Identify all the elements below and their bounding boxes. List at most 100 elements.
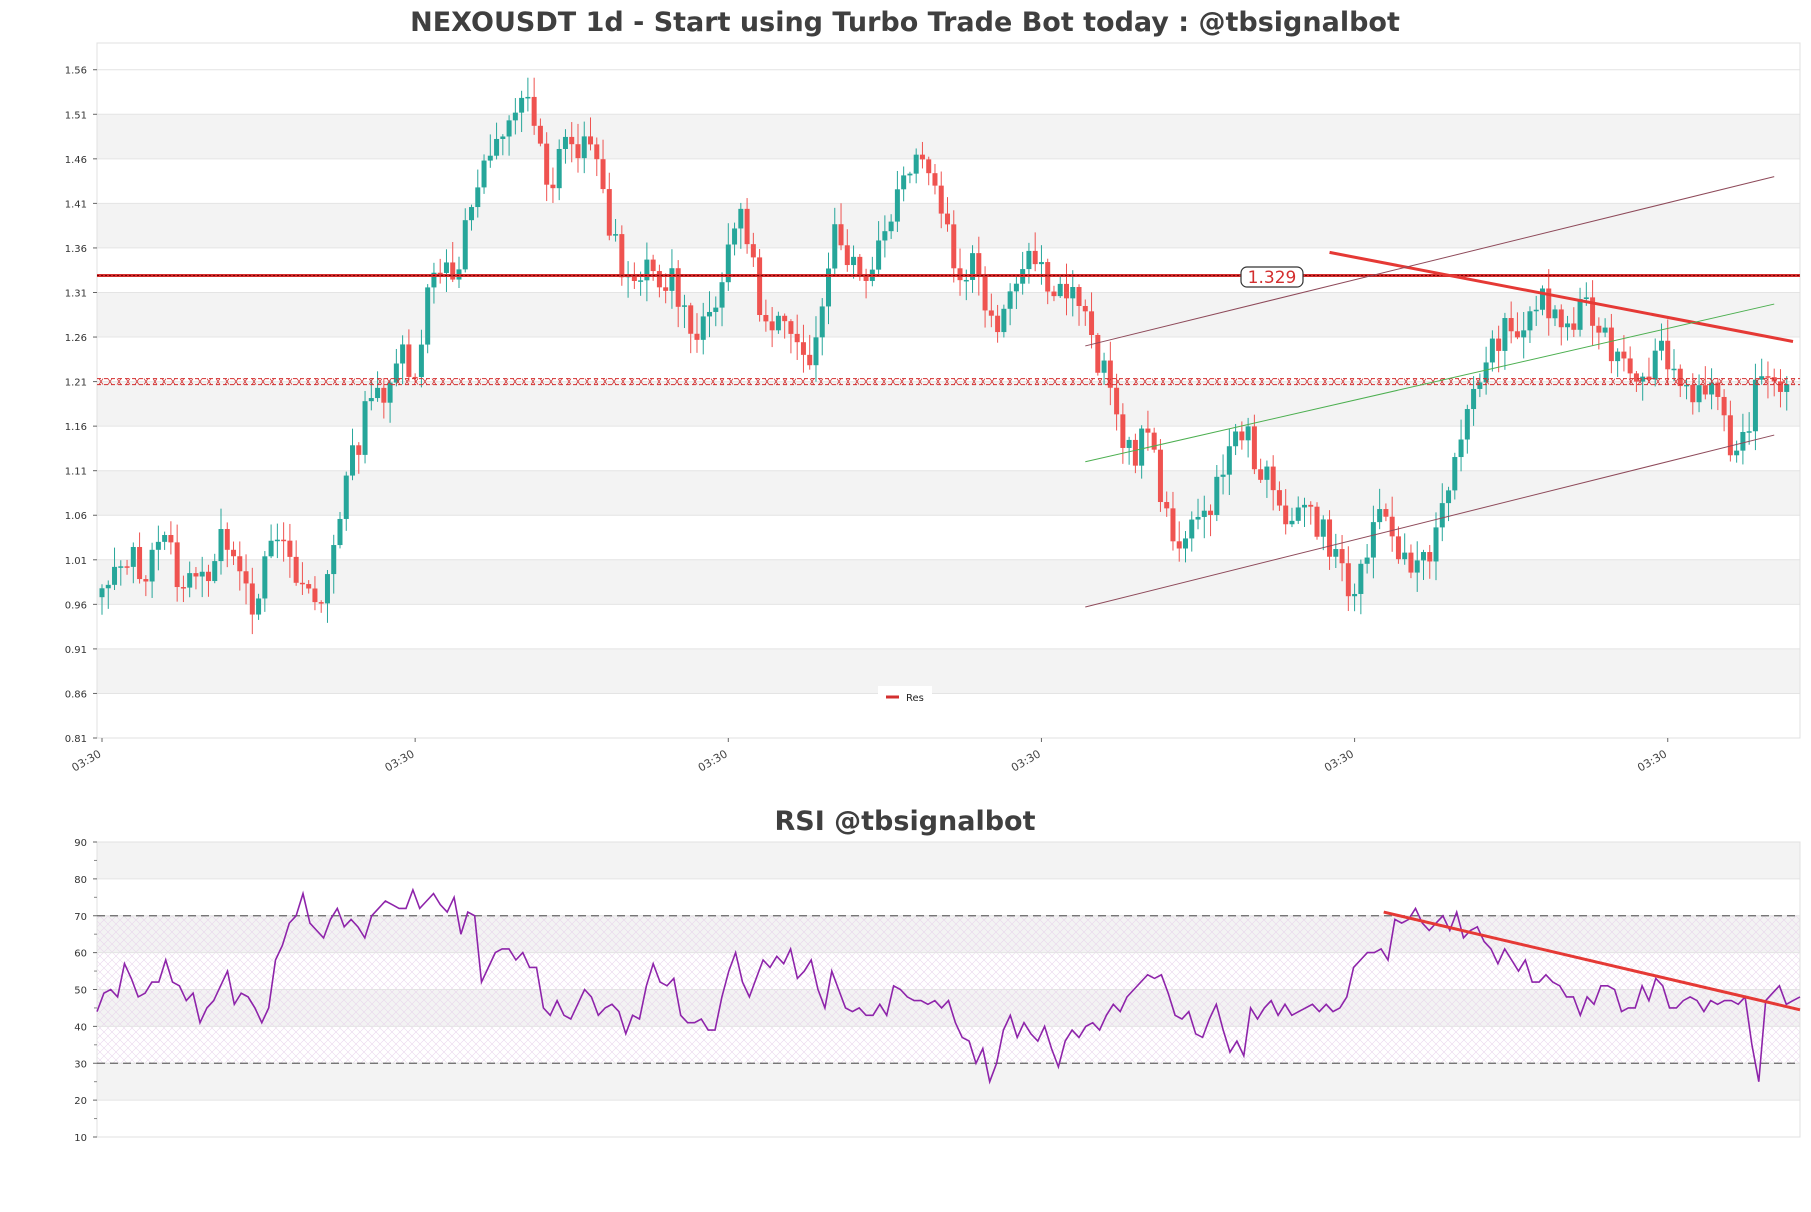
level-line-hatch — [1169, 378, 1175, 385]
level-line-hatch — [179, 378, 185, 385]
price-x-tick-label: 03:30 — [1635, 747, 1669, 774]
candle-body — [775, 315, 781, 331]
price-band — [97, 114, 1800, 159]
rsi-y-tick-label: 30 — [74, 1059, 87, 1070]
price-y-tick-label: 0.91 — [65, 645, 87, 656]
candle-body — [118, 566, 124, 568]
level-line-hatch — [449, 378, 455, 385]
level-line-hatch — [836, 378, 842, 385]
candle-body — [838, 224, 844, 246]
candle-body — [1408, 552, 1414, 573]
candle-body — [581, 136, 587, 159]
level-line-hatch — [1619, 378, 1625, 385]
horizontal-levels — [97, 274, 1800, 386]
level-line-hatch — [1043, 378, 1049, 385]
level-line-hatch — [647, 378, 653, 385]
candle-body — [681, 305, 687, 307]
level-line-hatch — [1214, 378, 1220, 385]
level-line-hatch — [1151, 378, 1157, 385]
level-line-hatch — [1376, 378, 1382, 385]
level-label-text: 1.329 — [1248, 268, 1297, 288]
level-line-hatch — [440, 378, 446, 385]
price-band — [97, 158, 1800, 204]
level-line-hatch — [827, 378, 833, 385]
candle-body — [982, 276, 988, 311]
level-line-hatch — [197, 378, 203, 385]
candle-body — [700, 316, 706, 340]
candle-body — [794, 333, 800, 343]
price-y-tick-label: 1.56 — [65, 66, 87, 77]
candle-body — [562, 136, 568, 149]
candle-body — [1051, 291, 1057, 297]
rsi-band — [97, 842, 1800, 879]
price-y-axis: 1.56 1.51 1.46 1.41 1.36 1.31 1.26 1.21 1.16 1.11… — [65, 66, 97, 745]
candle-body — [1352, 593, 1358, 597]
level-line-hatch — [287, 378, 293, 385]
candle-body — [143, 579, 149, 582]
level-line-hatch — [863, 378, 869, 385]
level-line-hatch — [413, 378, 419, 385]
level-line-hatch — [206, 378, 212, 385]
level-line-hatch — [1709, 378, 1715, 385]
level-line-hatch — [692, 378, 698, 385]
candle-body — [306, 584, 312, 589]
candle-body — [1095, 334, 1101, 373]
candle-body — [1314, 506, 1320, 537]
candle-body — [1026, 250, 1032, 270]
level-line-hatch — [188, 378, 194, 385]
candle-body — [343, 475, 349, 519]
candle-body — [656, 271, 662, 288]
candle-body — [1076, 287, 1082, 307]
level-line-hatch — [1304, 378, 1310, 385]
candle-body — [713, 307, 719, 312]
candle-body — [1446, 490, 1452, 504]
candle-body — [237, 556, 243, 572]
level-line-hatch — [1556, 378, 1562, 385]
level-line-hatch — [359, 378, 365, 385]
candle-body — [1151, 432, 1157, 450]
candle-body — [1771, 377, 1777, 382]
candle-body — [1752, 379, 1758, 432]
candle-body — [951, 224, 957, 269]
level-line-hatch — [1286, 378, 1292, 385]
candle-body — [425, 287, 431, 345]
candle-body — [938, 185, 944, 214]
level-line-hatch — [1664, 378, 1670, 385]
candle-body — [1301, 504, 1307, 508]
level-line-hatch — [1457, 378, 1463, 385]
candle-body — [1784, 384, 1790, 392]
candle-body — [1327, 519, 1333, 557]
rsi-trend-line — [1383, 910, 1801, 1012]
level-line-hatch — [368, 378, 374, 385]
level-line-hatch — [548, 378, 554, 385]
candle-body — [807, 354, 813, 366]
candle-body — [406, 344, 412, 377]
candle-body — [932, 173, 938, 186]
level-line-hatch — [224, 378, 230, 385]
candle-body — [1164, 502, 1170, 509]
level-line-hatch — [1412, 378, 1418, 385]
candle-body — [926, 159, 932, 174]
candle-body — [1514, 331, 1520, 338]
level-line-hatch — [1061, 378, 1067, 385]
level-line-hatch — [1610, 378, 1616, 385]
level-line-hatch — [809, 378, 815, 385]
rsi-line — [96, 887, 1801, 1085]
price-band — [97, 648, 1800, 694]
legend-box — [878, 686, 932, 706]
level-line-hatch — [269, 378, 275, 385]
level-line-hatch — [1727, 378, 1733, 385]
price-band — [97, 604, 1800, 649]
candle-body — [1702, 385, 1708, 395]
level-line-hatch — [1538, 378, 1544, 385]
candle-body — [1126, 439, 1132, 448]
candle-body — [381, 387, 387, 403]
price-y-tick-label: 1.31 — [65, 288, 87, 299]
level-line-hatch — [143, 378, 149, 385]
price-y-tick-label: 1.51 — [65, 110, 87, 121]
level-line-hatch — [575, 378, 581, 385]
level-line-hatch — [737, 378, 743, 385]
level-line-hatch — [386, 378, 392, 385]
level-line-hatch — [881, 378, 887, 385]
candle-body — [1176, 541, 1182, 549]
